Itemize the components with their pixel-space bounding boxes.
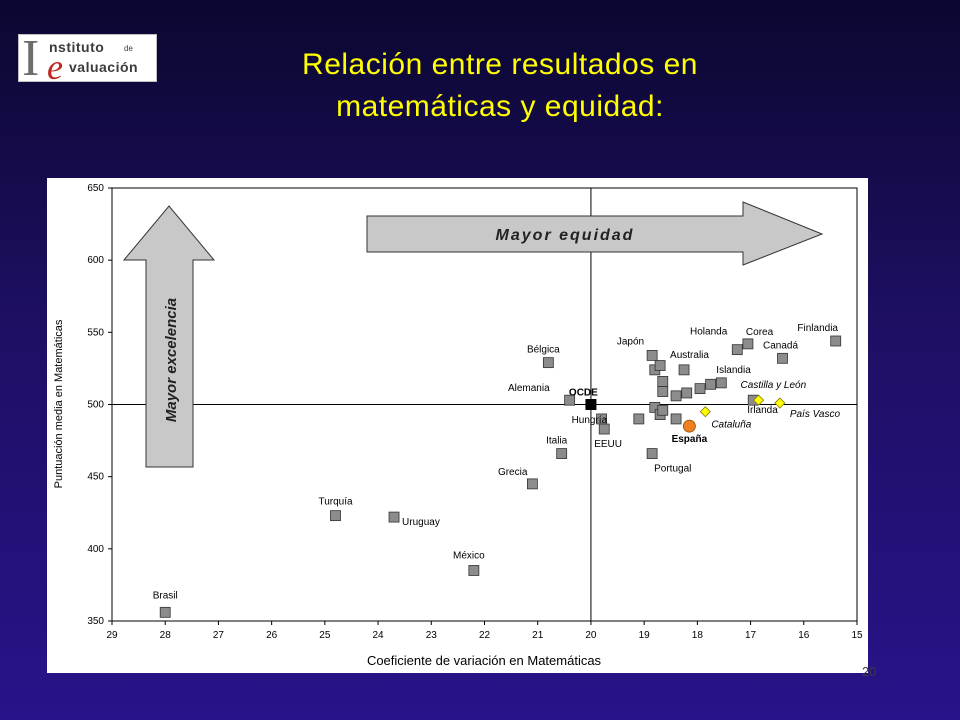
point-label: Canadá [763,340,798,351]
country-marker [556,448,568,459]
logo-word-instituto: nstituto [49,39,105,55]
country-marker [657,404,669,416]
country-marker [330,510,341,522]
y-tick-label: 350 [87,616,104,627]
country-marker [598,423,610,435]
x-tick-label: 29 [106,630,118,641]
instituto-evaluacion-logo: I nstituto de e valuación [18,34,157,82]
country-marker [654,360,666,371]
point-label: Australia [670,350,709,361]
country-marker [159,606,171,618]
logo-word-de: de [124,44,133,53]
slide-title-line-2: matemáticas y equidad: [336,90,664,123]
point-label: Grecia [498,467,528,478]
country-marker [646,350,658,361]
point-label: Italia [546,436,568,447]
country-marker [681,387,693,399]
y-tick-label: 500 [87,400,104,411]
logo-initial-i: I [22,34,40,82]
arrow-mayor-equidad [366,201,824,266]
country-marker [646,448,658,459]
x-tick-label: 18 [692,630,704,641]
point-label: Portugal [654,464,691,475]
x-axis-label: Coeficiente de variación en Matemáticas [367,653,602,668]
x-tick-label: 26 [266,630,278,641]
x-tick-label: 25 [319,630,331,641]
country-marker [657,386,669,397]
country-marker [777,352,788,364]
annotation-mayor-excelencia: Mayor excelencia [163,298,180,422]
slide-title: Relación entre resultados en matemáticas… [180,44,820,128]
page-number: 20 [862,664,877,679]
point-label: Cataluña [711,420,751,431]
country-marker [715,377,727,389]
country-marker [830,335,842,347]
x-tick-label: 27 [213,630,225,641]
country-marker [657,376,669,387]
x-tick-label: 15 [851,630,863,641]
arrow-mayor-excelencia [122,205,216,468]
point-label: Irlanda [747,405,778,416]
y-tick-label: 650 [87,183,104,194]
point-label: Finlandia [797,323,838,334]
y-tick-label: 400 [87,544,104,555]
logo-word-evaluacion: valuación [69,59,139,75]
country-marker [670,413,682,425]
y-tick-label: 450 [87,472,104,483]
country-marker [526,478,538,490]
country-marker [694,383,706,395]
region-marker [774,397,786,409]
point-label: Islandia [716,365,751,376]
logo-initial-e: e [47,47,63,82]
point-label: España [672,434,708,445]
x-tick-label: 24 [373,630,385,641]
point-label: EEUU [594,439,622,450]
point-label: Brasil [153,590,178,601]
point-label: Bélgica [527,345,560,356]
x-tick-label: 20 [585,630,597,641]
annotation-mayor-equidad: Mayor equidad [496,227,635,244]
point-label: Japón [617,336,644,347]
country-marker [670,390,682,402]
point-label: México [453,550,485,561]
spain-marker [682,419,696,433]
region-marker [699,406,711,418]
chart-container: 29 28 27 26 25 24 23 22 21 20 19 18 17 16 15 350 400 450 5… [47,178,868,673]
country-marker [542,357,554,369]
point-label: Turquía [318,497,353,508]
x-tick-label: 28 [160,630,172,641]
point-label: Corea [746,327,774,338]
ocde-marker [585,399,597,410]
country-marker [705,378,717,390]
country-marker [742,338,754,350]
x-tick-label: 21 [532,630,544,641]
point-label: OCDE [569,388,598,399]
point-label: Uruguay [402,517,440,528]
country-marker [678,364,690,376]
point-label: Holanda [690,327,728,338]
country-marker [633,413,645,425]
point-label: Alemania [508,383,550,394]
point-label: Castilla y León [741,380,807,391]
x-tick-label: 19 [639,630,651,641]
x-tick-label: 16 [798,630,810,641]
x-tick-label: 23 [426,630,438,641]
y-tick-label: 600 [87,255,104,266]
y-tick-label: 550 [87,327,104,338]
point-label: País Vasco [790,409,841,420]
country-marker [731,344,743,356]
x-tick-label: 17 [745,630,757,641]
point-label: Hungría [572,415,608,426]
slide-title-line-1: Relación entre resultados en [302,48,698,81]
country-marker [564,394,576,406]
x-tick-label: 22 [479,630,491,641]
y-axis-label: Puntuación media en Matemáticas [53,319,65,488]
country-marker [468,565,480,576]
scatter-chart: 29 28 27 26 25 24 23 22 21 20 19 18 17 16 15 350 400 450 5… [53,183,863,668]
country-marker [388,511,400,523]
region-marker [752,394,765,406]
